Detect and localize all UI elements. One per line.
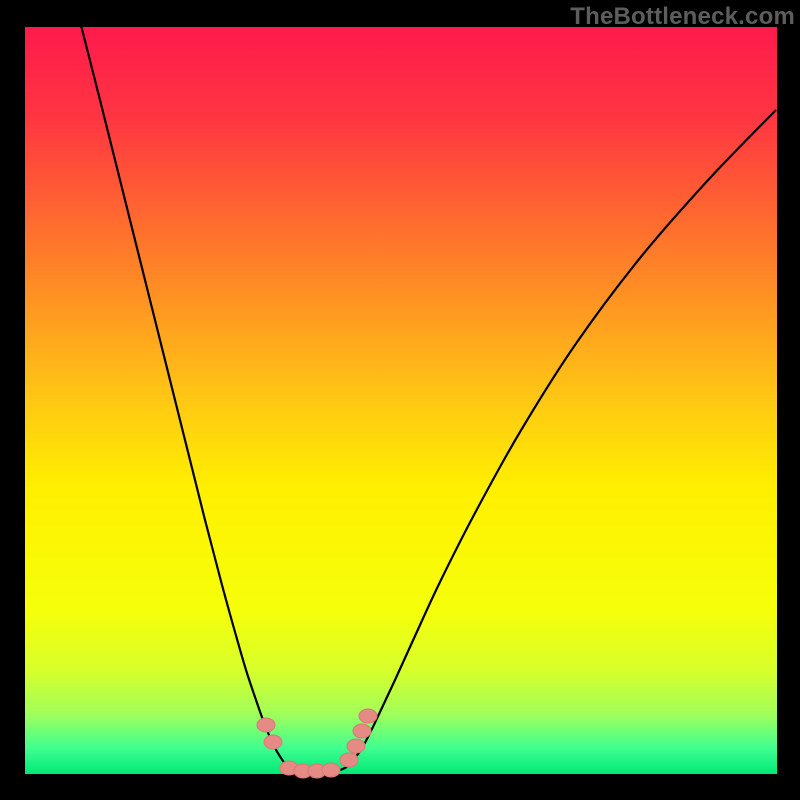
- marker-point: [322, 763, 340, 777]
- gradient-background: [25, 27, 777, 774]
- chart-svg: [0, 0, 800, 800]
- marker-point: [347, 739, 365, 753]
- marker-point: [340, 753, 358, 767]
- watermark-text: TheBottleneck.com: [570, 3, 795, 31]
- marker-point: [257, 718, 275, 732]
- marker-point: [353, 724, 371, 738]
- marker-point: [359, 709, 377, 723]
- marker-point: [264, 735, 282, 749]
